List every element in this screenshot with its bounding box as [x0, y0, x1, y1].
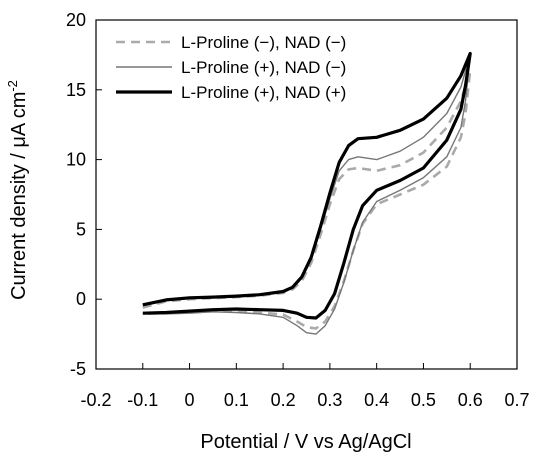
legend-label-3: L-Proline (+), NAD (+): [181, 83, 346, 102]
legend-label-2: L-Proline (+), NAD (−): [181, 58, 346, 77]
y-axis-ticks: -5 0 5 10 15 20: [66, 10, 102, 379]
x-tick-label: 0.5: [411, 390, 436, 410]
y-tick-label: 0: [76, 289, 86, 309]
legend: L-Proline (−), NAD (−) L-Proline (+), NAD…: [116, 33, 346, 102]
y-tick-label: 20: [66, 10, 86, 30]
y-tick-label: 5: [76, 219, 86, 239]
x-axis-title: Potential / V vs Ag/AgCl: [200, 431, 411, 453]
y-axis-title: Current density / μA cm-2: [5, 80, 30, 300]
y-tick-label: 10: [66, 150, 86, 170]
data-series: [142, 51, 472, 335]
x-axis-ticks: -0.2 -0.1 0 0.1 0.2 0.3 0.4 0.5 0.6 0.7: [80, 363, 530, 410]
x-tick-label: 0.4: [364, 390, 389, 410]
x-tick-label: -0.2: [80, 390, 111, 410]
x-tick-label: 0.6: [458, 390, 483, 410]
x-tick-label: -0.1: [127, 390, 158, 410]
x-tick-label: 0.1: [224, 390, 249, 410]
legend-label-1: L-Proline (−), NAD (−): [181, 33, 346, 52]
series-line-1: [142, 69, 472, 330]
x-tick-label: 0.2: [271, 390, 296, 410]
x-tick-label: 0.3: [317, 390, 342, 410]
y-axis-title-superscript: -2: [5, 80, 20, 92]
y-tick-label: 15: [66, 80, 86, 100]
y-axis-title-main: Current density / μA cm: [8, 92, 30, 300]
series-line-3: [142, 51, 472, 320]
y-tick-label: -5: [70, 359, 86, 379]
x-tick-label: 0.7: [504, 390, 529, 410]
plot-area-frame: [95, 19, 518, 370]
x-tick-label: 0: [185, 390, 195, 410]
